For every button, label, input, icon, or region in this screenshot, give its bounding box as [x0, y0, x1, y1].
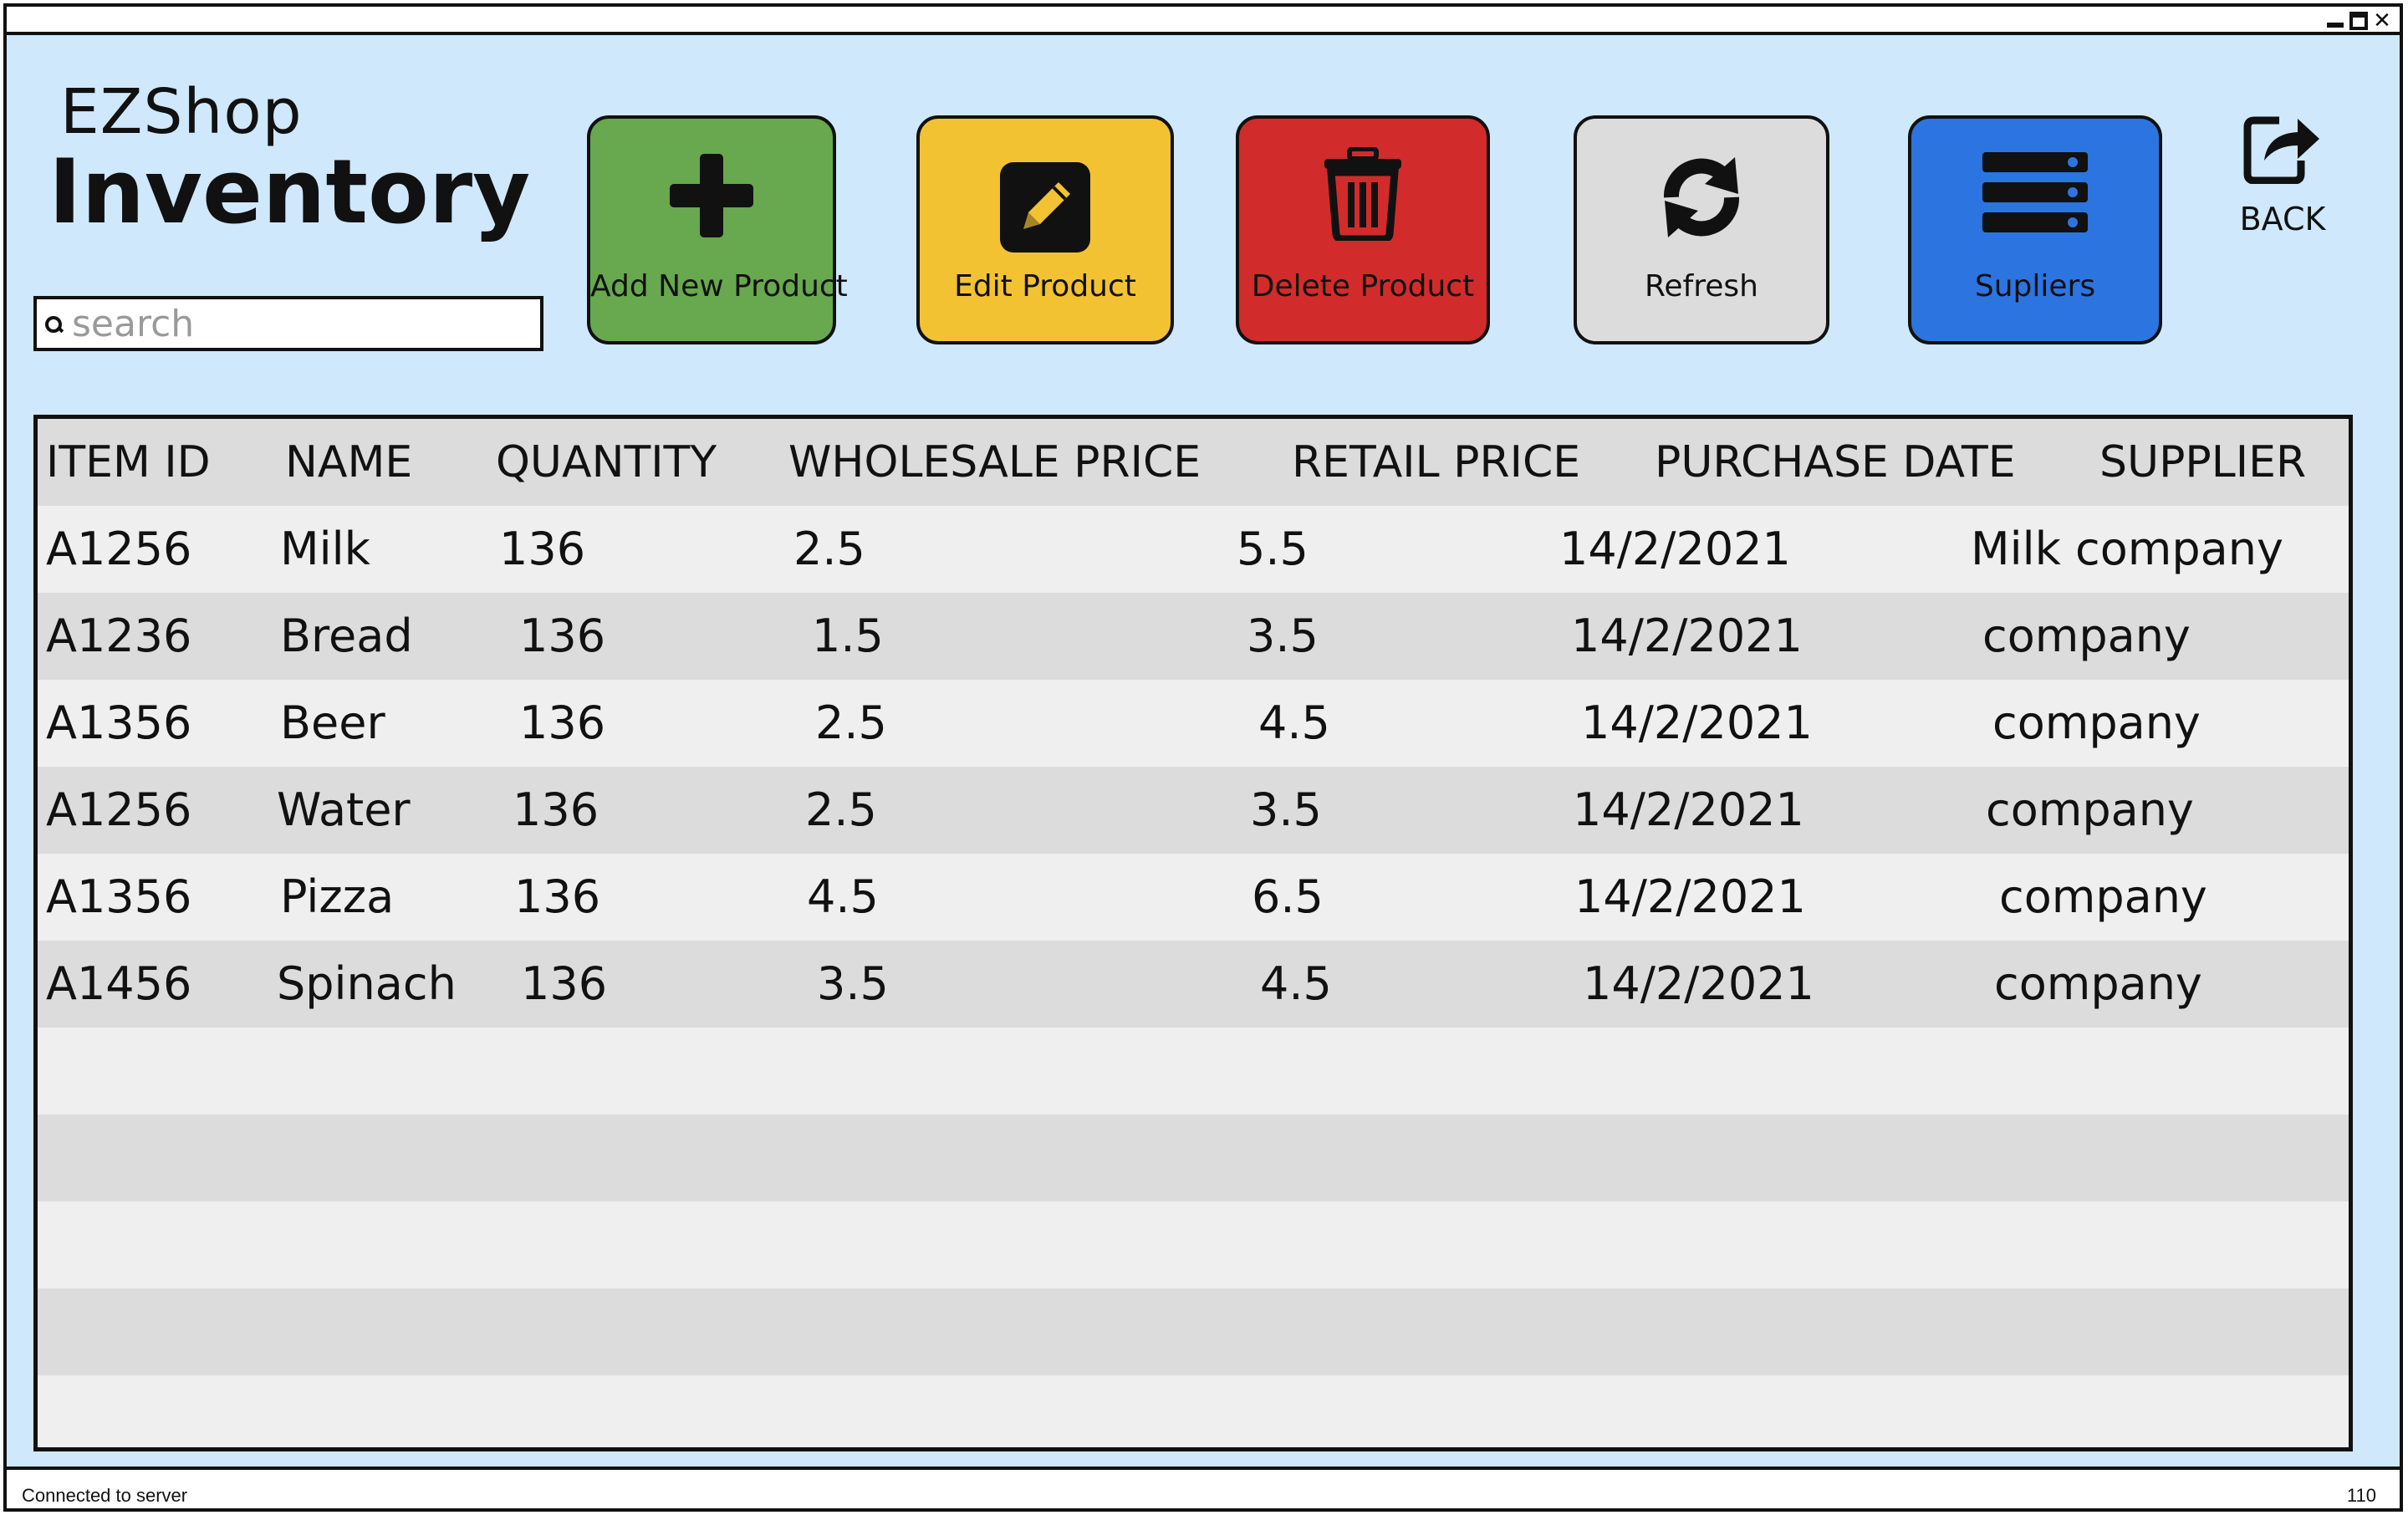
- cell-wholesale-price: 2.5: [805, 783, 877, 836]
- edit-product-button[interactable]: Edit Product: [916, 115, 1174, 344]
- cell-purchase-date: 14/2/2021: [1571, 610, 1803, 662]
- cell-quantity: 136: [521, 957, 608, 1010]
- edit-product-label: Edit Product: [954, 269, 1136, 304]
- refresh-button[interactable]: Refresh: [1574, 115, 1829, 344]
- cell-purchase-date: 14/2/2021: [1559, 523, 1791, 575]
- cell-supplier: company: [1992, 696, 2201, 749]
- cell-retail-price: 3.5: [1250, 783, 1322, 836]
- table-row[interactable]: A1356 Pizza 136 4.5 6.5 14/2/2021 compan…: [38, 854, 2349, 941]
- search-box[interactable]: [33, 296, 543, 351]
- cell-item-id: A1256: [46, 783, 192, 836]
- cell-supplier: company: [1982, 610, 2191, 662]
- suppliers-button[interactable]: Supliers: [1908, 115, 2162, 344]
- column-header-wholesale-price[interactable]: WHOLESALE PRICE: [788, 437, 1201, 487]
- cell-supplier: company: [1994, 957, 2202, 1010]
- empty-table-row: [38, 1375, 2349, 1447]
- cell-supplier: company: [1986, 783, 2194, 836]
- add-product-button[interactable]: Add New Product: [587, 115, 848, 344]
- table-row[interactable]: A1456 Spinach 136 3.5 4.5 14/2/2021 comp…: [38, 941, 2349, 1028]
- cell-wholesale-price: 2.5: [793, 523, 865, 575]
- cell-name: Beer: [280, 696, 385, 749]
- table-header-row: ITEM ID NAME QUANTITY WHOLESALE PRICE RE…: [38, 419, 2349, 506]
- page-title: Inventory: [48, 140, 531, 243]
- search-input[interactable]: [70, 301, 525, 346]
- app-name: EZShop: [60, 76, 303, 148]
- column-header-retail-price[interactable]: RETAIL PRICE: [1292, 437, 1581, 487]
- cell-quantity: 136: [499, 523, 586, 575]
- add-product-label: Add New Product: [590, 269, 848, 304]
- main-content: EZShop Inventory Add New Product: [3, 35, 2403, 1467]
- cell-purchase-date: 14/2/2021: [1581, 696, 1813, 749]
- empty-table-row: [38, 1115, 2349, 1201]
- title-bar: ✕: [3, 3, 2403, 35]
- table-row[interactable]: A1256 Milk 136 2.5 5.5 14/2/2021 Milk co…: [38, 506, 2349, 593]
- close-icon[interactable]: ✕: [2373, 8, 2391, 33]
- maximize-icon[interactable]: [2349, 12, 2368, 30]
- cell-quantity: 136: [519, 610, 606, 662]
- table-row[interactable]: A1236 Bread 136 1.5 3.5 14/2/2021 compan…: [38, 593, 2349, 680]
- cell-retail-price: 3.5: [1247, 610, 1319, 662]
- column-header-name[interactable]: NAME: [285, 437, 413, 487]
- empty-table-row: [38, 1201, 2349, 1288]
- cell-wholesale-price: 4.5: [807, 870, 879, 923]
- cell-supplier: Milk company: [1971, 523, 2283, 575]
- back-label: BACK: [2239, 201, 2326, 237]
- cell-wholesale-price: 2.5: [815, 696, 887, 749]
- status-counter: 110: [2346, 1485, 2376, 1506]
- cell-purchase-date: 14/2/2021: [1573, 783, 1804, 836]
- cell-supplier: company: [1999, 870, 2207, 923]
- cell-retail-price: 6.5: [1252, 870, 1324, 923]
- column-header-supplier[interactable]: SUPPLIER: [2099, 437, 2307, 487]
- cell-purchase-date: 14/2/2021: [1574, 870, 1806, 923]
- delete-product-label: Delete Product: [1251, 269, 1475, 304]
- refresh-label: Refresh: [1645, 269, 1758, 304]
- cell-item-id: A1356: [46, 870, 192, 923]
- cell-retail-price: 5.5: [1237, 523, 1309, 575]
- delete-product-button[interactable]: Delete Product: [1236, 115, 1490, 344]
- connection-status: Connected to server: [22, 1485, 188, 1506]
- cell-name: Milk: [280, 523, 370, 575]
- column-header-purchase-date[interactable]: PURCHASE DATE: [1655, 437, 2016, 487]
- cell-retail-price: 4.5: [1260, 957, 1332, 1010]
- table-row[interactable]: A1356 Beer 136 2.5 4.5 14/2/2021 company: [38, 680, 2349, 767]
- cell-quantity: 136: [514, 870, 601, 923]
- refresh-icon: [1664, 157, 1739, 237]
- empty-table-row: [38, 1028, 2349, 1115]
- cell-item-id: A1256: [46, 523, 192, 575]
- column-header-quantity[interactable]: QUANTITY: [496, 437, 717, 487]
- cell-wholesale-price: 3.5: [817, 957, 889, 1010]
- cell-retail-price: 4.5: [1258, 696, 1330, 749]
- cell-quantity: 136: [519, 696, 606, 749]
- cell-name: Spinach: [277, 957, 457, 1010]
- search-icon: [45, 316, 64, 334]
- cell-quantity: 136: [513, 783, 599, 836]
- cell-purchase-date: 14/2/2021: [1583, 957, 1814, 1010]
- window-controls: ✕: [2326, 8, 2391, 33]
- plus-icon: [670, 154, 753, 237]
- empty-table-row: [38, 1288, 2349, 1375]
- share-back-icon: [2243, 116, 2319, 184]
- minimize-icon[interactable]: [2326, 12, 2344, 30]
- cell-name: Water: [277, 783, 411, 836]
- server-icon: [1982, 152, 2088, 232]
- cell-item-id: A1356: [46, 696, 192, 749]
- pencil-square-icon: [1000, 162, 1090, 252]
- cell-name: Pizza: [280, 870, 395, 923]
- trash-icon: [1324, 147, 1401, 241]
- suppliers-label: Supliers: [1974, 269, 2096, 304]
- brand: EZShop Inventory: [48, 76, 530, 239]
- inventory-table: ITEM ID NAME QUANTITY WHOLESALE PRICE RE…: [33, 415, 2353, 1451]
- column-header-item-id[interactable]: ITEM ID: [46, 437, 211, 487]
- table-row[interactable]: A1256 Water 136 2.5 3.5 14/2/2021 compan…: [38, 767, 2349, 854]
- cell-wholesale-price: 1.5: [812, 610, 884, 662]
- status-bar: Connected to server 110: [3, 1467, 2403, 1512]
- cell-item-id: A1236: [46, 610, 192, 662]
- back-button[interactable]: BACK: [2231, 109, 2334, 242]
- cell-item-id: A1456: [46, 957, 192, 1010]
- cell-name: Bread: [280, 610, 413, 662]
